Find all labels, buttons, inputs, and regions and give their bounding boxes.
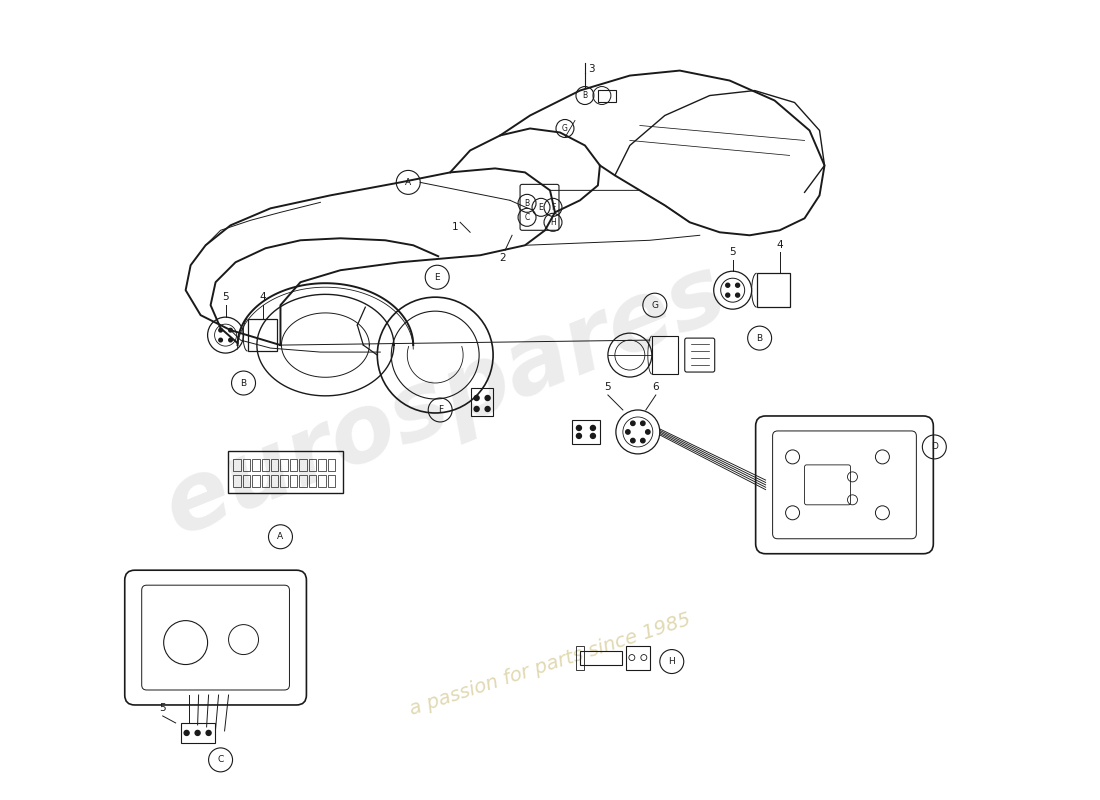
Bar <box>252 459 260 471</box>
Bar <box>318 475 326 487</box>
Text: 5: 5 <box>222 292 229 302</box>
Circle shape <box>591 434 595 438</box>
Circle shape <box>485 395 491 401</box>
Text: D: D <box>931 442 938 451</box>
Bar <box>471 388 493 416</box>
Circle shape <box>640 438 645 442</box>
Text: G: G <box>562 124 568 133</box>
Text: 5: 5 <box>729 247 736 258</box>
Text: C: C <box>525 213 530 222</box>
Circle shape <box>229 338 232 342</box>
Bar <box>309 459 317 471</box>
Bar <box>580 650 622 665</box>
Circle shape <box>485 406 491 411</box>
Text: 6: 6 <box>652 382 659 392</box>
Text: F: F <box>551 203 556 212</box>
Circle shape <box>630 421 635 426</box>
Text: eurospares: eurospares <box>151 246 739 554</box>
Circle shape <box>474 395 480 401</box>
Circle shape <box>736 283 739 287</box>
Text: 4: 4 <box>260 292 266 302</box>
Bar <box>280 459 288 471</box>
Text: C: C <box>218 755 223 764</box>
Circle shape <box>229 328 232 332</box>
Circle shape <box>591 426 595 430</box>
Bar <box>242 459 250 471</box>
Bar <box>271 475 278 487</box>
Circle shape <box>726 293 729 297</box>
Bar <box>290 475 297 487</box>
Text: B: B <box>241 378 246 387</box>
Circle shape <box>219 338 222 342</box>
Circle shape <box>640 421 645 426</box>
Bar <box>233 475 241 487</box>
Circle shape <box>626 430 630 434</box>
Text: A: A <box>277 532 284 542</box>
Bar <box>242 475 250 487</box>
Bar <box>598 90 616 102</box>
Text: B: B <box>525 199 529 208</box>
Text: E: E <box>539 203 543 212</box>
Bar <box>572 420 600 444</box>
Text: 5: 5 <box>160 703 166 713</box>
Circle shape <box>576 434 582 438</box>
Text: 3: 3 <box>587 63 595 74</box>
Text: 1: 1 <box>452 222 459 232</box>
Bar <box>290 459 297 471</box>
Bar <box>626 646 650 670</box>
Text: G: G <box>651 301 658 310</box>
Text: F: F <box>438 406 443 414</box>
Bar <box>328 475 336 487</box>
Circle shape <box>206 730 211 735</box>
Circle shape <box>646 430 650 434</box>
Bar <box>233 459 241 471</box>
Text: B: B <box>582 91 587 100</box>
Bar <box>318 459 326 471</box>
Text: 5: 5 <box>605 382 612 392</box>
Bar <box>262 459 270 471</box>
Text: a passion for parts since 1985: a passion for parts since 1985 <box>407 610 693 719</box>
Bar <box>757 274 790 307</box>
Bar <box>299 475 307 487</box>
Text: H: H <box>550 218 556 227</box>
Bar <box>262 475 270 487</box>
Circle shape <box>576 426 582 430</box>
Bar <box>299 459 307 471</box>
Text: 4: 4 <box>777 240 783 250</box>
Bar <box>228 451 343 493</box>
Bar <box>271 459 278 471</box>
Bar <box>248 319 277 351</box>
Circle shape <box>630 438 635 442</box>
Text: E: E <box>434 273 440 282</box>
Bar <box>652 336 678 374</box>
Circle shape <box>219 328 222 332</box>
Bar <box>180 723 214 743</box>
Text: A: A <box>405 178 411 187</box>
Circle shape <box>184 730 189 735</box>
Bar <box>252 475 260 487</box>
Circle shape <box>195 730 200 735</box>
Bar <box>309 475 317 487</box>
Circle shape <box>726 283 729 287</box>
Bar <box>280 475 288 487</box>
Circle shape <box>736 293 739 297</box>
Text: 2: 2 <box>498 254 505 263</box>
Text: B: B <box>757 334 762 342</box>
Circle shape <box>474 406 480 411</box>
Bar <box>328 459 336 471</box>
Bar <box>576 646 584 670</box>
Text: H: H <box>669 657 675 666</box>
